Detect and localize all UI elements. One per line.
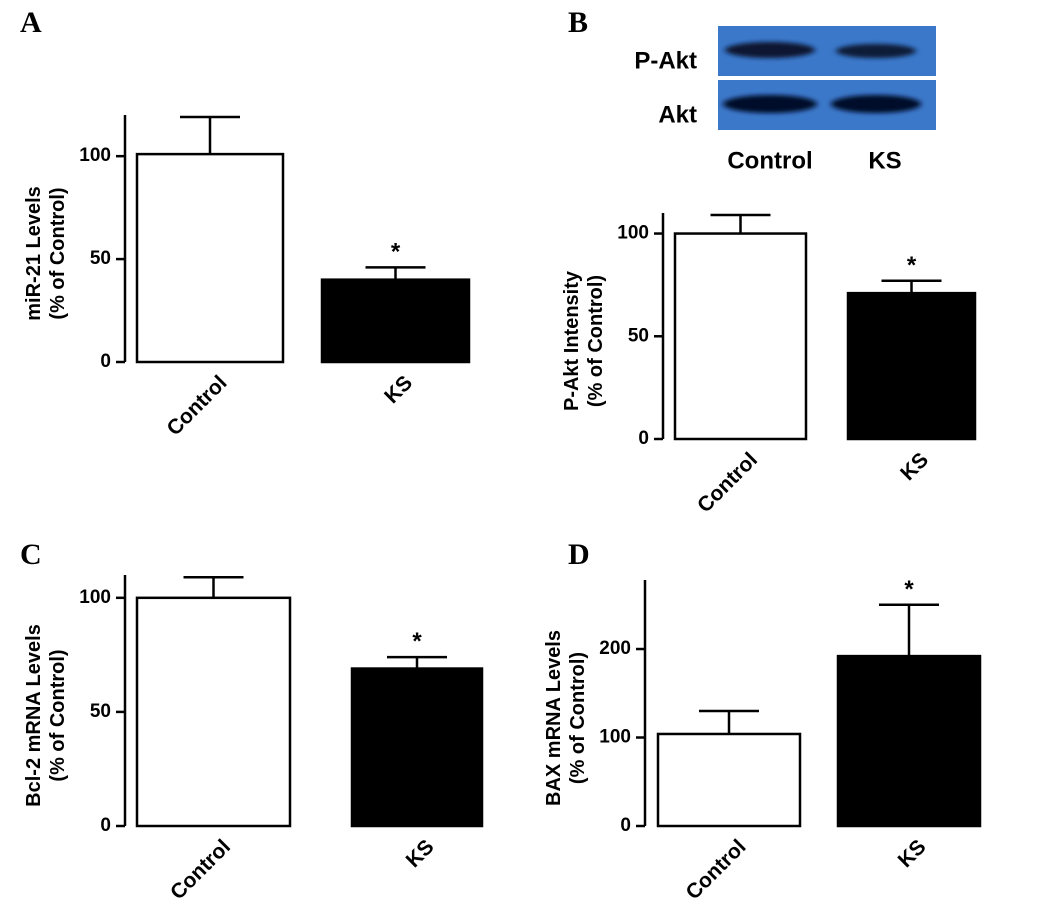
y-axis-label: (% of Control) xyxy=(47,187,69,319)
y-tick-label: 50 xyxy=(90,701,111,722)
y-tick-label: 200 xyxy=(599,638,631,659)
panel-letter: C xyxy=(20,538,42,571)
significance-mark: * xyxy=(907,252,917,279)
y-tick-label: 50 xyxy=(628,325,649,346)
y-tick-label: 100 xyxy=(79,587,111,608)
x-tick-label: Control xyxy=(162,371,231,440)
blot-band xyxy=(725,42,815,58)
x-tick-label: KS xyxy=(380,371,417,408)
bar xyxy=(135,152,285,364)
bar xyxy=(846,291,977,441)
significance-mark: * xyxy=(391,238,401,265)
y-tick-label: 0 xyxy=(638,428,649,449)
y-axis-label: Bcl-2 mRNA Levels xyxy=(23,624,45,807)
y-tick-label: 100 xyxy=(599,727,631,748)
y-axis-label: P-Akt Intensity xyxy=(561,270,583,411)
blot-lane-label: Control xyxy=(727,147,812,174)
blot-row-label: Akt xyxy=(658,101,697,128)
bar xyxy=(836,654,982,828)
y-axis-label: (% of Control) xyxy=(585,275,607,407)
y-tick-label: 0 xyxy=(620,815,631,836)
y-axis-label: BAX mRNA Levels xyxy=(543,630,565,806)
panel-letter: B xyxy=(568,6,588,39)
y-tick-label: 50 xyxy=(90,248,111,269)
x-tick-label: KS xyxy=(896,448,933,485)
y-tick-label: 0 xyxy=(100,351,111,372)
y-tick-label: 100 xyxy=(79,145,111,166)
blot-band xyxy=(723,95,817,113)
blot-band xyxy=(831,95,921,113)
bar xyxy=(673,232,808,441)
bar xyxy=(656,732,802,828)
blot-row-label: P-Akt xyxy=(634,47,697,74)
significance-mark: * xyxy=(412,628,422,655)
significance-mark: * xyxy=(904,576,914,603)
x-tick-label: Control xyxy=(681,835,750,904)
y-tick-label: 0 xyxy=(100,815,111,836)
x-tick-label: Control xyxy=(693,448,762,517)
panel-letter: A xyxy=(20,6,42,39)
y-tick-label: 100 xyxy=(617,223,649,244)
blot-band xyxy=(836,44,916,58)
panel-letter: D xyxy=(568,538,590,571)
x-tick-label: Control xyxy=(166,835,235,904)
bar xyxy=(350,667,484,828)
y-axis-label: (% of Control) xyxy=(567,652,589,784)
y-axis-label: miR-21 Levels xyxy=(23,186,45,321)
bar xyxy=(320,278,471,364)
blot-lane-label: KS xyxy=(868,147,901,174)
x-tick-label: KS xyxy=(894,835,931,872)
x-tick-label: KS xyxy=(402,835,439,872)
y-axis-label: (% of Control) xyxy=(47,649,69,781)
bar xyxy=(135,596,292,828)
